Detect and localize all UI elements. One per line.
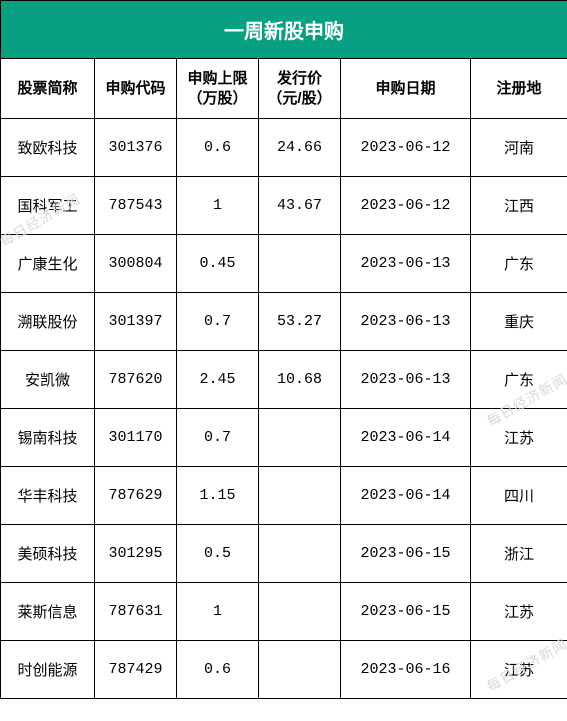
cell-date: 2023-06-14 — [341, 409, 471, 467]
table-row: 广康生化3008040.45 2023-06-13广东 — [1, 235, 567, 293]
cell-code: 787620 — [95, 351, 177, 409]
cell-code: 787631 — [95, 583, 177, 641]
cell-code: 787629 — [95, 467, 177, 525]
table-row: 时创能源7874290.6 2023-06-16江苏 — [1, 641, 567, 699]
cell-loc: 四川 — [471, 467, 567, 525]
col-header-price: 发行价（元/股） — [259, 59, 341, 119]
cell-loc: 江苏 — [471, 583, 567, 641]
table-row: 锡南科技3011700.7 2023-06-14江苏 — [1, 409, 567, 467]
cell-loc: 浙江 — [471, 525, 567, 583]
cell-loc: 广东 — [471, 235, 567, 293]
cell-price — [259, 409, 341, 467]
table-row: 致欧科技3013760.624.662023-06-12河南 — [1, 119, 567, 177]
cell-price: 10.68 — [259, 351, 341, 409]
cell-price — [259, 583, 341, 641]
cell-date: 2023-06-15 — [341, 583, 471, 641]
col-header-limit: 申购上限（万股） — [177, 59, 259, 119]
table-row: 安凯微7876202.4510.682023-06-13广东 — [1, 351, 567, 409]
col-header-date: 申购日期 — [341, 59, 471, 119]
cell-loc: 河南 — [471, 119, 567, 177]
cell-loc: 广东 — [471, 351, 567, 409]
table-row: 华丰科技7876291.15 2023-06-14四川 — [1, 467, 567, 525]
table-header-row: 股票简称申购代码申购上限（万股）发行价（元/股）申购日期注册地 — [1, 59, 567, 119]
cell-name: 国科军工 — [1, 177, 95, 235]
cell-loc: 重庆 — [471, 293, 567, 351]
col-header-loc: 注册地 — [471, 59, 567, 119]
cell-limit: 0.45 — [177, 235, 259, 293]
cell-limit: 2.45 — [177, 351, 259, 409]
cell-name: 莱斯信息 — [1, 583, 95, 641]
cell-code: 301170 — [95, 409, 177, 467]
cell-name: 时创能源 — [1, 641, 95, 699]
ipo-table: 一周新股申购 股票简称申购代码申购上限（万股）发行价（元/股）申购日期注册地 致… — [0, 0, 567, 699]
col-header-code: 申购代码 — [95, 59, 177, 119]
cell-code: 787429 — [95, 641, 177, 699]
cell-date: 2023-06-13 — [341, 351, 471, 409]
table-body: 致欧科技3013760.624.662023-06-12河南国科军工787543… — [1, 119, 567, 699]
table-title-row: 一周新股申购 — [1, 1, 567, 59]
cell-date: 2023-06-13 — [341, 235, 471, 293]
cell-loc: 江苏 — [471, 409, 567, 467]
cell-date: 2023-06-14 — [341, 467, 471, 525]
table-row: 溯联股份3013970.753.272023-06-13重庆 — [1, 293, 567, 351]
table-row: 国科军工787543143.672023-06-12江西 — [1, 177, 567, 235]
cell-date: 2023-06-15 — [341, 525, 471, 583]
cell-limit: 1 — [177, 583, 259, 641]
cell-price — [259, 235, 341, 293]
cell-code: 301376 — [95, 119, 177, 177]
cell-price: 43.67 — [259, 177, 341, 235]
cell-name: 致欧科技 — [1, 119, 95, 177]
table-row: 美硕科技3012950.5 2023-06-15浙江 — [1, 525, 567, 583]
cell-name: 美硕科技 — [1, 525, 95, 583]
cell-limit: 1.15 — [177, 467, 259, 525]
cell-loc: 江苏 — [471, 641, 567, 699]
cell-price: 53.27 — [259, 293, 341, 351]
cell-limit: 0.7 — [177, 293, 259, 351]
cell-limit: 0.6 — [177, 641, 259, 699]
cell-price — [259, 467, 341, 525]
table-title: 一周新股申购 — [1, 1, 567, 59]
cell-date: 2023-06-12 — [341, 177, 471, 235]
cell-date: 2023-06-16 — [341, 641, 471, 699]
cell-limit: 1 — [177, 177, 259, 235]
cell-limit: 0.7 — [177, 409, 259, 467]
cell-date: 2023-06-13 — [341, 293, 471, 351]
cell-name: 溯联股份 — [1, 293, 95, 351]
table-row: 莱斯信息7876311 2023-06-15江苏 — [1, 583, 567, 641]
cell-limit: 0.6 — [177, 119, 259, 177]
cell-name: 广康生化 — [1, 235, 95, 293]
cell-code: 301295 — [95, 525, 177, 583]
cell-price — [259, 525, 341, 583]
cell-price: 24.66 — [259, 119, 341, 177]
cell-name: 华丰科技 — [1, 467, 95, 525]
cell-loc: 江西 — [471, 177, 567, 235]
cell-code: 787543 — [95, 177, 177, 235]
cell-price — [259, 641, 341, 699]
cell-code: 300804 — [95, 235, 177, 293]
col-header-name: 股票简称 — [1, 59, 95, 119]
cell-limit: 0.5 — [177, 525, 259, 583]
cell-code: 301397 — [95, 293, 177, 351]
cell-name: 安凯微 — [1, 351, 95, 409]
cell-name: 锡南科技 — [1, 409, 95, 467]
cell-date: 2023-06-12 — [341, 119, 471, 177]
